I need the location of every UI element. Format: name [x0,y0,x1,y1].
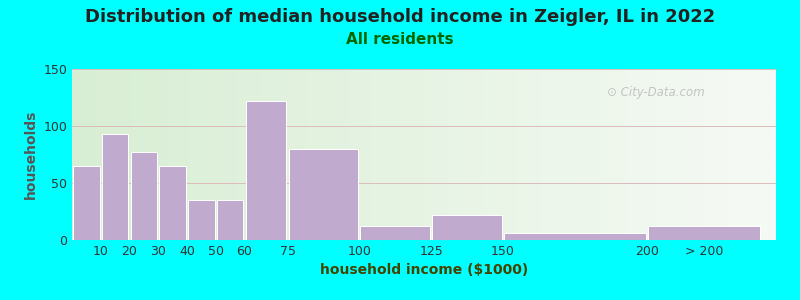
Bar [130,152,157,240]
Bar [188,200,214,240]
Bar [102,134,128,240]
Bar [73,166,99,240]
X-axis label: household income ($1000): household income ($1000) [320,263,528,278]
Bar [159,166,186,240]
Bar [432,215,502,240]
Text: All residents: All residents [346,32,454,46]
Bar [504,233,646,240]
Bar [246,101,286,240]
Bar [648,226,761,240]
Text: Distribution of median household income in Zeigler, IL in 2022: Distribution of median household income … [85,8,715,26]
Text: ⊙ City-Data.com: ⊙ City-Data.com [607,86,705,99]
Bar [217,200,243,240]
Y-axis label: households: households [24,110,38,199]
Bar [361,226,430,240]
Bar [289,149,358,240]
